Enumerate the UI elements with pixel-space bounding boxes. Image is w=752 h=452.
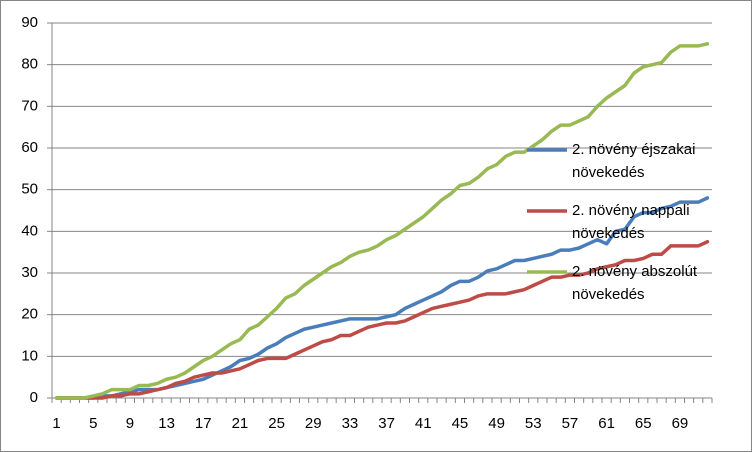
x-tick-label: 17 [195,415,212,432]
x-tick-label: 49 [488,415,505,432]
x-tick-label: 69 [672,415,689,432]
x-tick-label: 29 [305,415,322,432]
x-tick-label: 57 [562,415,579,432]
x-tick-label: 9 [126,415,134,432]
legend-label: 2. növény éjszakai növekedés [572,141,696,181]
y-tick-label: 80 [21,56,38,73]
x-tick-label: 33 [342,415,359,432]
y-tick-label: 10 [21,347,38,364]
x-tick-label: 1 [52,415,60,432]
x-tick-label: 5 [89,415,97,432]
series-line [54,240,710,400]
x-tick-label: 41 [415,415,432,432]
y-tick-label: 40 [21,222,38,239]
x-tick-label: 25 [268,415,285,432]
y-tick-label: 50 [21,181,38,198]
series-line [54,42,710,400]
y-tick-label: 20 [21,306,38,323]
x-tick-label: 37 [378,415,395,432]
y-tick-label: 90 [21,14,38,31]
legend-label: 2. növény nappali növekedés [572,202,690,242]
x-tick-label: 65 [635,415,652,432]
y-tick-label: 60 [21,139,38,156]
legend-label: 2. növény abszolút növekedés [572,263,698,303]
x-tick-label: 45 [452,415,469,432]
x-tick-label: 61 [598,415,615,432]
x-tick-label: 21 [232,415,249,432]
y-tick-label: 0 [30,389,38,406]
x-tick-label: 13 [158,415,175,432]
y-tick-label: 30 [21,264,38,281]
x-tick-label: 53 [525,415,542,432]
y-tick-label: 70 [21,97,38,114]
